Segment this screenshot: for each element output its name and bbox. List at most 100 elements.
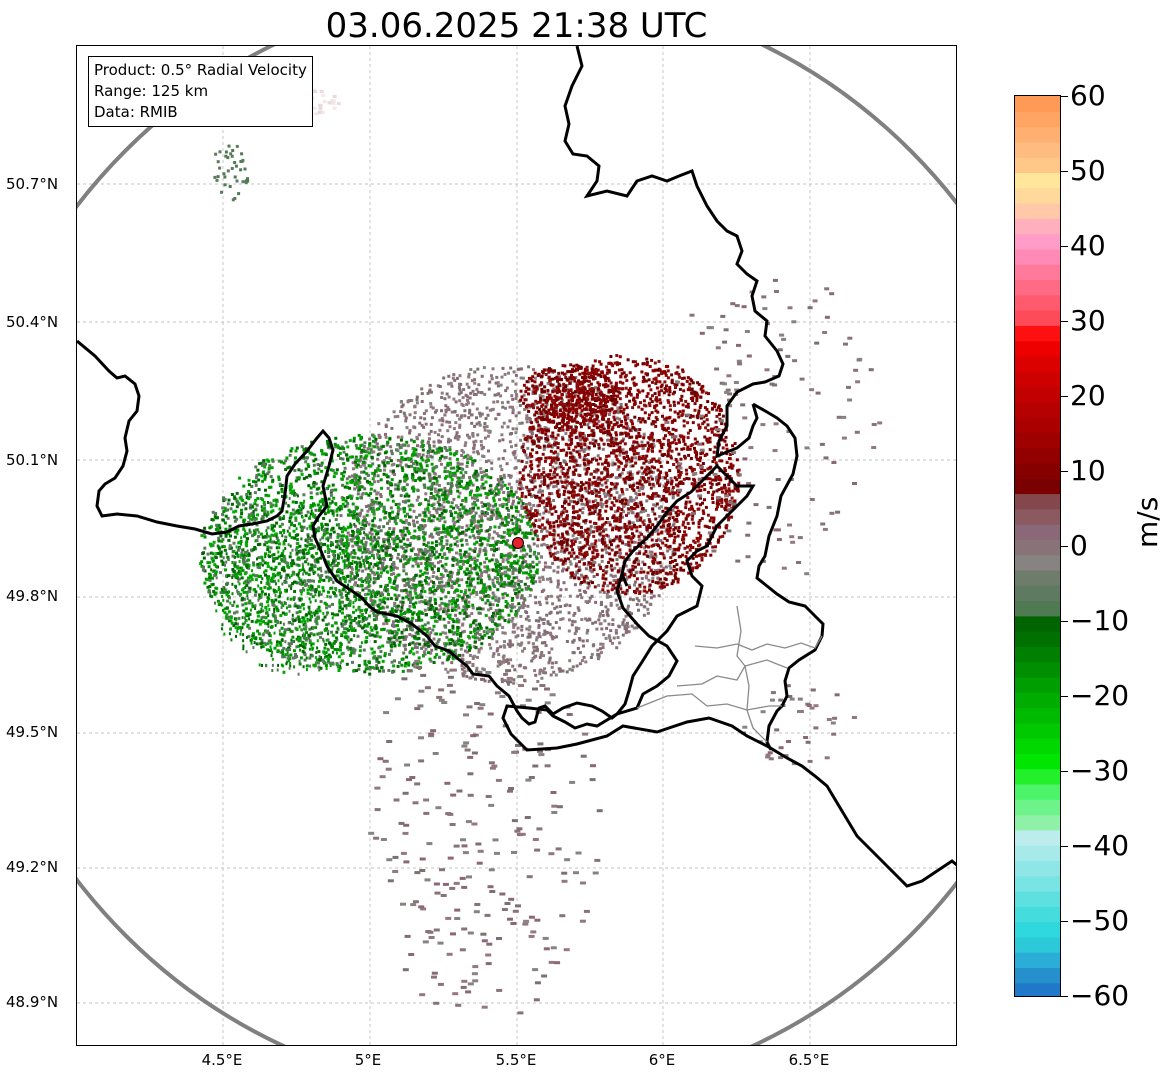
colorbar-segment: [1015, 493, 1060, 510]
colorbar-segment: [1015, 294, 1060, 311]
colorbar-segment: [1015, 401, 1060, 418]
colorbar-segment: [1015, 539, 1060, 556]
region-border-3: [636, 693, 782, 711]
colorbar-segment: [1015, 233, 1060, 250]
colorbar-segment: [1015, 921, 1060, 938]
colorbar-tick-label: 40: [1070, 229, 1106, 262]
x-tick-label: 6°E: [648, 1051, 676, 1069]
colorbar-tick-label: 30: [1070, 304, 1106, 337]
colorbar-segment: [1015, 738, 1060, 754]
colorbar-segment: [1015, 890, 1060, 907]
colorbar-segment: [1015, 447, 1060, 464]
colorbar-segment: [1015, 845, 1060, 862]
border-south: [501, 573, 956, 888]
colorbar-tick: [1061, 171, 1068, 172]
colorbar-segment: [1015, 676, 1060, 693]
colorbar-segment: [1015, 264, 1060, 281]
colorbar-segment: [1015, 111, 1060, 128]
colorbar-segment: [1015, 187, 1060, 204]
colorbar-segment: [1015, 585, 1060, 602]
colorbar-segment: [1015, 141, 1060, 158]
colorbar-segment: [1015, 982, 1060, 996]
y-tick-label: 50.4°N: [6, 313, 59, 331]
colorbar-tick: [1061, 321, 1068, 322]
colorbar-segment: [1015, 279, 1060, 296]
colorbar-tick-label: −10: [1070, 604, 1130, 637]
colorbar-segment: [1015, 722, 1060, 739]
colorbar-segment: [1015, 524, 1060, 540]
radar-map[interactable]: [76, 45, 957, 1046]
colorbar-segment: [1015, 172, 1060, 189]
x-tick-label: 5.5°E: [495, 1051, 537, 1069]
chart-title: 03.06.2025 21:38 UTC: [325, 6, 708, 46]
colorbar-segment: [1015, 631, 1060, 647]
y-tick-label: 49.8°N: [6, 587, 59, 605]
border-east: [563, 46, 785, 459]
radar-site-marker[interactable]: [512, 537, 524, 549]
y-tick-label: 50.7°N: [6, 175, 59, 193]
colorbar-segment: [1015, 967, 1060, 984]
colorbar-segment: [1015, 386, 1060, 403]
colorbar-segment: [1015, 355, 1060, 372]
colorbar-segment: [1015, 906, 1060, 923]
colorbar-segment: [1015, 432, 1060, 449]
colorbar-tick: [1061, 846, 1068, 847]
colorbar-tick-label: 60: [1070, 79, 1106, 112]
colorbar-tick: [1061, 246, 1068, 247]
colorbar-tick-label: −20: [1070, 679, 1130, 712]
colorbar-tick-label: 20: [1070, 379, 1106, 412]
colorbar-segment: [1015, 96, 1060, 112]
colorbar-tick-label: −60: [1070, 979, 1130, 1012]
colorbar-segment: [1015, 860, 1060, 877]
colorbar-tick-label: 0: [1070, 529, 1088, 562]
region-border-1: [694, 635, 823, 651]
border-germany-sw: [752, 402, 825, 751]
colorbar-tick-label: −30: [1070, 754, 1130, 787]
y-tick-label: 50.1°N: [6, 451, 59, 469]
colorbar-segment: [1015, 952, 1060, 969]
colorbar-tick-label: 50: [1070, 154, 1106, 187]
colorbar-segment: [1015, 569, 1060, 586]
colorbar-segment: [1015, 478, 1060, 495]
colorbar-segment: [1015, 753, 1060, 770]
colorbar-tick-label: 10: [1070, 454, 1106, 487]
x-tick-label: 5°E: [354, 1051, 382, 1069]
colorbar-segment: [1015, 417, 1060, 433]
x-tick-label: 6.5°E: [788, 1051, 830, 1069]
gridlines: [77, 46, 956, 1045]
colorbar-segment: [1015, 157, 1060, 174]
product-info-box: Product: 0.5° Radial Velocity Range: 125…: [88, 56, 313, 127]
colorbar-segment: [1015, 554, 1060, 571]
colorbar-tick-label: −50: [1070, 904, 1130, 937]
colorbar-tick: [1061, 471, 1068, 472]
colorbar-segment: [1015, 126, 1060, 143]
colorbar-segment: [1015, 875, 1060, 892]
colorbar-segment: [1015, 814, 1060, 831]
y-tick-label: 48.9°N: [6, 993, 59, 1011]
x-tick-label: 4.5°E: [201, 1051, 243, 1069]
colorbar-tick: [1061, 396, 1068, 397]
colorbar-segment: [1015, 462, 1060, 479]
colorbar-tick: [1061, 771, 1068, 772]
colorbar-segment: [1015, 646, 1060, 663]
colorbar-segment: [1015, 508, 1060, 525]
colorbar: [1014, 95, 1061, 997]
colorbar-segment: [1015, 707, 1060, 724]
border-west: [77, 339, 756, 726]
colorbar-segment: [1015, 340, 1060, 357]
radar-echoes: [199, 88, 883, 1015]
colorbar-segment: [1015, 310, 1060, 326]
colorbar-gradient: [1015, 96, 1060, 996]
colorbar-segment: [1015, 661, 1060, 678]
colorbar-segment: [1015, 936, 1060, 953]
colorbar-tick: [1061, 696, 1068, 697]
y-tick-label: 49.5°N: [6, 723, 59, 741]
region-borders: [636, 605, 823, 743]
y-tick-label: 49.2°N: [6, 858, 59, 876]
region-border-2: [676, 659, 788, 687]
colorbar-segment: [1015, 692, 1060, 709]
colorbar-segment: [1015, 218, 1060, 235]
colorbar-segment: [1015, 615, 1060, 632]
product-label: Product: 0.5° Radial Velocity: [94, 61, 307, 79]
colorbar-segment: [1015, 783, 1060, 800]
